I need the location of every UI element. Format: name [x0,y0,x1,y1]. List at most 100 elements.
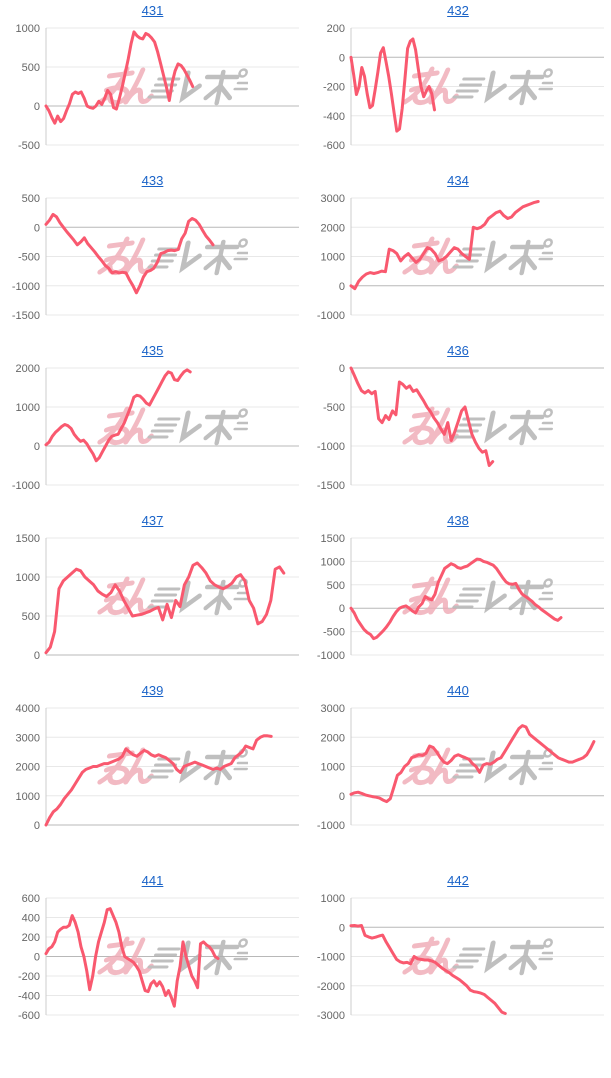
chart-cell-433: 433 500 0 -500 -1000 -1500 [0,170,305,340]
y-tick-label: 2000 [321,732,345,744]
y-tick-label: -1000 [317,952,345,964]
y-tick-label: -200 [323,82,345,94]
chart-cell-436: 436 0 -500 -1000 -1500 [305,340,611,510]
y-tick-label: -600 [18,1010,40,1022]
data-line [349,200,540,291]
y-tick-label: 3000 [16,732,40,744]
chart-cell-431: 431 1000 500 0 -500 [0,0,305,170]
y-tick-label: 0 [339,603,345,615]
chart-plot-435: 2000 1000 0 -1000 [12,363,299,492]
y-tick-label: -200 [18,971,40,983]
chart-plot-442: 1000 0 -1000 -2000 -3000 [317,893,604,1022]
y-tick-label: -1000 [317,820,345,832]
y-tick-label: 400 [22,913,40,925]
chart-cell-442: 442 1000 0 -1000 -2000 -3000 [305,850,611,1078]
chart-title-row: 438 [305,510,611,530]
chart-title-row: 432 [305,0,611,20]
chart-title-link-431[interactable]: 431 [141,3,164,18]
y-tick-label: -400 [323,111,345,123]
chart-cell-440: 440 3000 2000 1000 0 -1000 [305,680,611,850]
y-tick-label: 500 [22,193,40,205]
y-tick-label: 1500 [16,533,40,545]
data-line [349,366,495,467]
chart-title-row: 442 [305,870,611,890]
y-tick-label: -500 [323,402,345,414]
chart-plot-439: 4000 3000 2000 1000 0 [16,703,299,832]
data-line [44,561,286,655]
y-tick-label: -1500 [317,480,345,492]
y-tick-label: 1000 [321,762,345,774]
chart-title-link-433[interactable]: 433 [141,173,164,188]
y-tick-label: 3000 [321,193,345,205]
y-tick-label: 0 [339,791,345,803]
chart-cell-432: 432 200 0 -200 -400 -600 [305,0,611,170]
y-tick-label: 0 [34,820,40,832]
y-tick-label: -3000 [317,1010,345,1022]
y-tick-label: 2000 [16,762,40,774]
chart-plot-432: 200 0 -200 -400 -600 [323,23,604,152]
y-tick-label: 200 [327,23,345,35]
chart-plot-431: 1000 500 0 -500 [16,23,299,152]
y-tick-label: -500 [18,252,40,264]
y-tick-label: 1500 [321,533,345,545]
y-tick-label: 4000 [16,703,40,715]
data-line [44,212,215,295]
chart-title-row: 441 [0,870,305,890]
y-tick-label: 0 [34,952,40,964]
data-line [349,37,436,133]
y-tick-label: 1000 [321,252,345,264]
chart-title-link-437[interactable]: 437 [141,513,164,528]
chart-cell-435: 435 2000 1000 0 -1000 [0,340,305,510]
y-tick-label: -1000 [12,480,40,492]
chart-cell-441: 441 600 400 200 0 -200 -400 -600 [0,850,305,1078]
y-tick-label: 0 [34,650,40,662]
y-tick-label: 2000 [16,363,40,375]
y-tick-label: -1000 [317,441,345,453]
y-tick-label: -500 [323,627,345,639]
y-tick-label: 1000 [16,402,40,414]
chart-title-row: 437 [0,510,305,530]
chart-title-row: 431 [0,0,305,20]
y-tick-label: 1000 [321,893,345,905]
y-tick-label: -1000 [12,281,40,293]
chart-plot-434: 3000 2000 1000 0 -1000 [317,193,604,322]
chart-title-link-435[interactable]: 435 [141,343,164,358]
chart-title-row: 433 [0,170,305,190]
chart-plot-441: 600 400 200 0 -200 -400 -600 [18,893,299,1022]
chart-title-link-439[interactable]: 439 [141,683,164,698]
y-tick-label: 2000 [321,222,345,234]
chart-title-link-438[interactable]: 438 [447,513,469,528]
y-tick-label: -500 [18,140,40,152]
y-tick-label: 0 [339,52,345,64]
y-tick-label: -1000 [317,310,345,322]
chart-title-row: 435 [0,340,305,360]
chart-plot-437: 1500 1000 500 0 [16,533,299,662]
chart-title-link-442[interactable]: 442 [447,873,469,888]
data-line [44,907,220,1008]
y-tick-label: -1500 [12,310,40,322]
y-tick-label: 500 [22,611,40,623]
chart-title-row: 436 [305,340,611,360]
y-tick-label: -2000 [317,981,345,993]
y-tick-label: 0 [339,922,345,934]
data-line [349,557,563,641]
data-line [349,724,596,804]
y-tick-label: 500 [327,580,345,592]
chart-cell-434: 434 3000 2000 1000 0 -1000 [305,170,611,340]
y-tick-label: -600 [323,140,345,152]
chart-title-link-432[interactable]: 432 [447,3,469,18]
data-line [44,368,192,463]
chart-title-link-441[interactable]: 441 [141,873,164,888]
data-line [44,30,195,125]
chart-title-link-434[interactable]: 434 [447,173,469,188]
chart-cell-438: 438 1500 1000 500 0 -500 -1000 [305,510,611,680]
chart-cell-439: 439 4000 3000 2000 1000 0 [0,680,305,850]
chart-plot-440: 3000 2000 1000 0 -1000 [317,703,604,832]
y-tick-label: 0 [339,363,345,375]
chart-title-link-436[interactable]: 436 [447,343,469,358]
y-tick-label: 3000 [321,703,345,715]
chart-cell-437: 437 1500 1000 500 0 [0,510,305,680]
chart-title-link-440[interactable]: 440 [447,683,469,698]
y-tick-label: 0 [34,222,40,234]
